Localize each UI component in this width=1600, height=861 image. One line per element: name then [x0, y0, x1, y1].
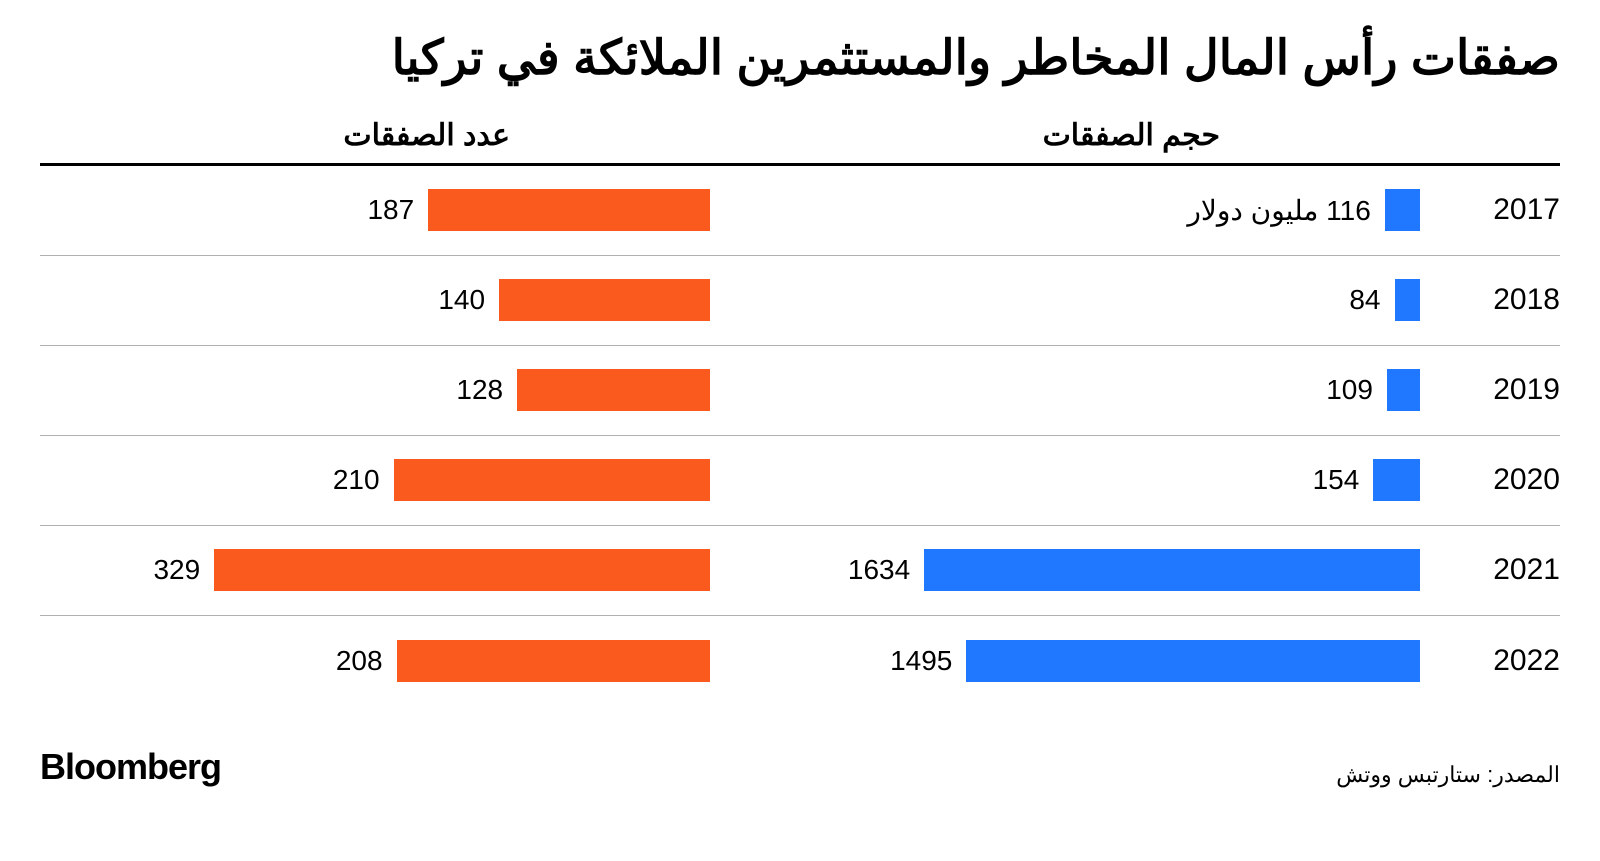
chart-footer: المصدر: ستارتبس ووتش Bloomberg — [40, 746, 1560, 788]
chart-title: صفقات رأس المال المخاطر والمستثمرين المل… — [40, 30, 1560, 88]
year-label: 2019 — [1420, 373, 1560, 407]
count-bar-cell: 329 — [40, 549, 710, 591]
count-bar — [499, 279, 710, 321]
count-bar — [214, 549, 710, 591]
header-count: عدد الصفقات — [40, 118, 710, 153]
volume-bar-cell: 1634 — [750, 549, 1420, 591]
year-label: 2021 — [1420, 553, 1560, 587]
volume-bar — [1373, 459, 1420, 501]
year-label: 2020 — [1420, 463, 1560, 497]
year-label: 2022 — [1420, 644, 1560, 678]
volume-bar — [1395, 279, 1420, 321]
year-label: 2018 — [1420, 283, 1560, 317]
count-bar-cell: 208 — [40, 640, 710, 682]
volume-bar-cell: 1495 — [750, 640, 1420, 682]
count-bar — [428, 189, 710, 231]
chart-row: 2022 1495 208 — [40, 616, 1560, 706]
header-volume: حجم الصفقات — [750, 118, 1420, 153]
volume-bar — [1385, 189, 1420, 231]
header-year-spacer — [1420, 118, 1560, 153]
count-value: 329 — [153, 554, 214, 586]
volume-value: 1495 — [890, 645, 966, 677]
volume-bar-cell: 116 مليون دولار — [750, 189, 1420, 231]
chart-row: 2020 154 210 — [40, 436, 1560, 526]
count-bar — [394, 459, 710, 501]
volume-bar — [924, 549, 1420, 591]
volume-bar-cell: 84 — [750, 279, 1420, 321]
count-value: 187 — [367, 194, 428, 226]
count-bar-cell: 128 — [40, 369, 710, 411]
chart-row: 2018 84 140 — [40, 256, 1560, 346]
chart-area: حجم الصفقات عدد الصفقات 2017 116 مليون دو… — [40, 118, 1560, 706]
volume-value: 1634 — [848, 554, 924, 586]
chart-rows: 2017 116 مليون دولار 187 2018 84 140 2019 109 12… — [40, 166, 1560, 706]
count-bar-cell: 210 — [40, 459, 710, 501]
volume-value: 116 مليون دولار — [1187, 194, 1384, 227]
chart-row: 2017 116 مليون دولار 187 — [40, 166, 1560, 256]
count-value: 210 — [333, 464, 394, 496]
volume-value: 109 — [1326, 374, 1387, 406]
count-value: 128 — [456, 374, 517, 406]
count-bar — [397, 640, 710, 682]
volume-bar-cell: 154 — [750, 459, 1420, 501]
volume-bar — [1387, 369, 1420, 411]
brand-logo: Bloomberg — [40, 746, 221, 788]
chart-headers: حجم الصفقات عدد الصفقات — [40, 118, 1560, 166]
volume-value: 154 — [1313, 464, 1374, 496]
chart-row: 2021 1634 329 — [40, 526, 1560, 616]
chart-row: 2019 109 128 — [40, 346, 1560, 436]
count-value: 140 — [438, 284, 499, 316]
volume-bar-cell: 109 — [750, 369, 1420, 411]
year-label: 2017 — [1420, 193, 1560, 227]
volume-bar — [966, 640, 1420, 682]
count-bar-cell: 187 — [40, 189, 710, 231]
header-gap — [710, 118, 750, 153]
count-value: 208 — [336, 645, 397, 677]
count-bar — [517, 369, 710, 411]
count-bar-cell: 140 — [40, 279, 710, 321]
source-text: المصدر: ستارتبس ووتش — [1336, 762, 1560, 788]
volume-value: 84 — [1349, 284, 1394, 316]
